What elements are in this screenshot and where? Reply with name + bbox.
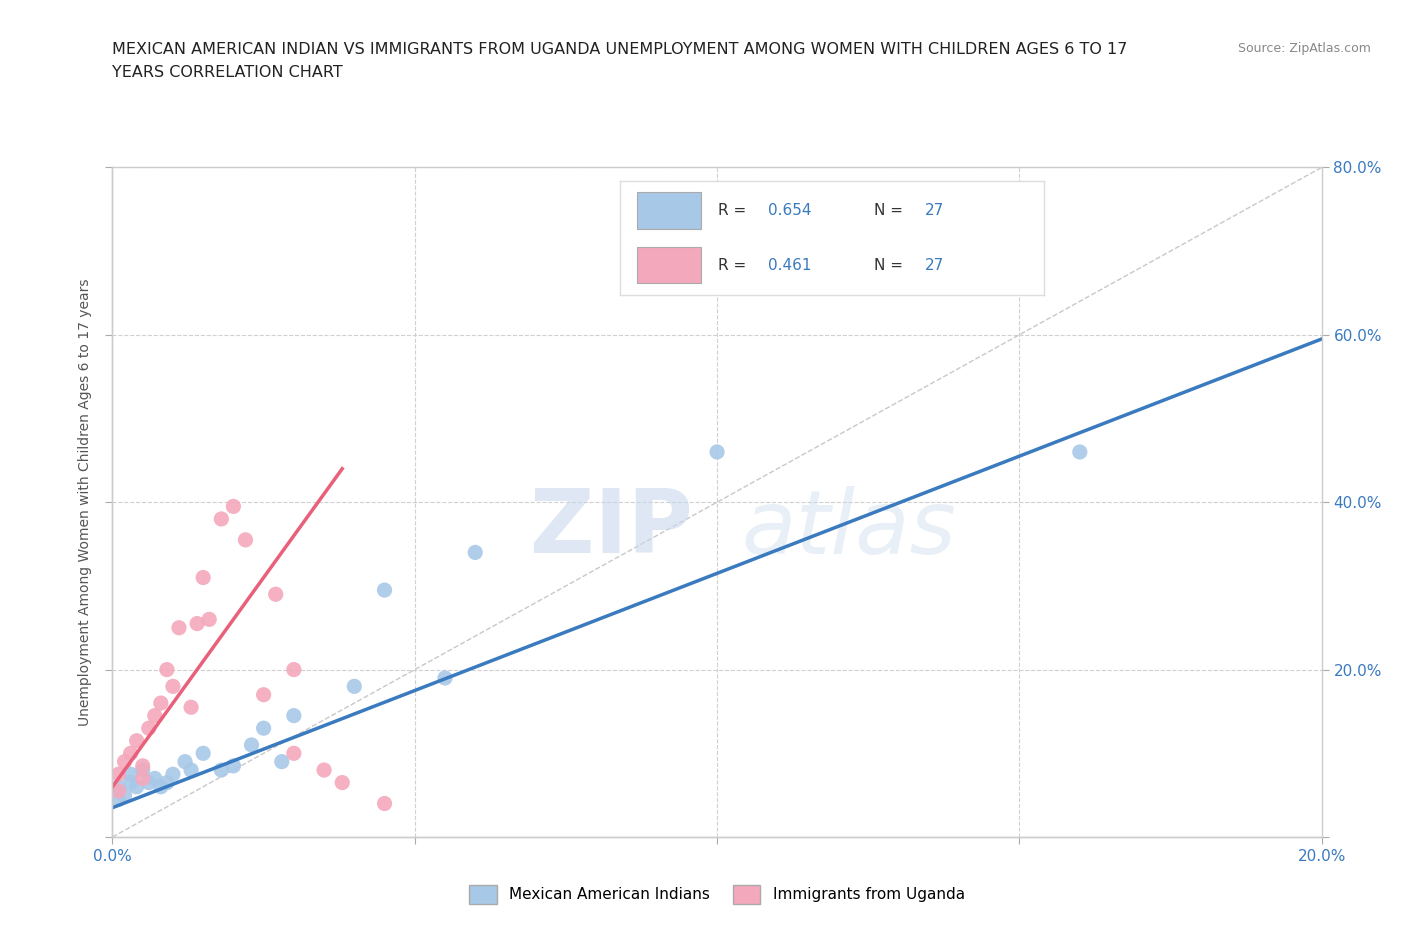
Point	[235, 533, 257, 548]
Point	[283, 746, 305, 761]
Point	[149, 696, 172, 711]
Point	[138, 776, 160, 790]
Point	[167, 620, 190, 635]
Point	[180, 763, 202, 777]
Point	[132, 771, 155, 786]
Point	[143, 709, 166, 724]
Point	[374, 796, 396, 811]
Point	[156, 776, 179, 790]
Point	[174, 754, 197, 769]
Point	[253, 687, 276, 702]
Point	[107, 792, 129, 807]
Point	[706, 445, 728, 459]
Point	[222, 759, 245, 774]
Point	[264, 587, 287, 602]
Point	[330, 776, 353, 790]
Y-axis label: Unemployment Among Women with Children Ages 6 to 17 years: Unemployment Among Women with Children A…	[79, 278, 93, 726]
Point	[283, 709, 305, 724]
Point	[314, 763, 336, 777]
Point	[433, 671, 456, 685]
Point	[374, 582, 396, 598]
Point	[180, 700, 202, 715]
Point	[240, 737, 263, 752]
Point	[464, 545, 486, 560]
Point	[107, 783, 129, 798]
Point	[186, 617, 208, 631]
Point	[283, 662, 305, 677]
Point	[120, 746, 142, 761]
Text: ZIP: ZIP	[530, 485, 693, 573]
Point	[1069, 445, 1091, 459]
Point	[209, 763, 232, 777]
Point	[132, 763, 155, 777]
Point	[191, 570, 214, 585]
Point	[198, 612, 221, 627]
Point	[343, 679, 366, 694]
Point	[114, 754, 136, 769]
Point	[143, 771, 166, 786]
Point	[120, 776, 142, 790]
Point	[222, 499, 245, 514]
Text: YEARS CORRELATION CHART: YEARS CORRELATION CHART	[112, 65, 343, 80]
Text: MEXICAN AMERICAN INDIAN VS IMMIGRANTS FROM UGANDA UNEMPLOYMENT AMONG WOMEN WITH : MEXICAN AMERICAN INDIAN VS IMMIGRANTS FR…	[112, 42, 1128, 57]
Point	[209, 512, 232, 526]
Point	[162, 679, 184, 694]
Point	[125, 779, 148, 794]
Legend: Mexican American Indians, Immigrants from Uganda: Mexican American Indians, Immigrants fro…	[463, 879, 972, 910]
Point	[162, 766, 184, 781]
Point	[253, 721, 276, 736]
Text: Source: ZipAtlas.com: Source: ZipAtlas.com	[1237, 42, 1371, 55]
Text: atlas: atlas	[741, 486, 956, 572]
Point	[107, 766, 129, 781]
Point	[149, 779, 172, 794]
Point	[138, 721, 160, 736]
Point	[120, 766, 142, 781]
Point	[114, 788, 136, 803]
Point	[125, 733, 148, 748]
Point	[191, 746, 214, 761]
Point	[132, 759, 155, 774]
Point	[107, 779, 129, 794]
Point	[156, 662, 179, 677]
Point	[270, 754, 292, 769]
